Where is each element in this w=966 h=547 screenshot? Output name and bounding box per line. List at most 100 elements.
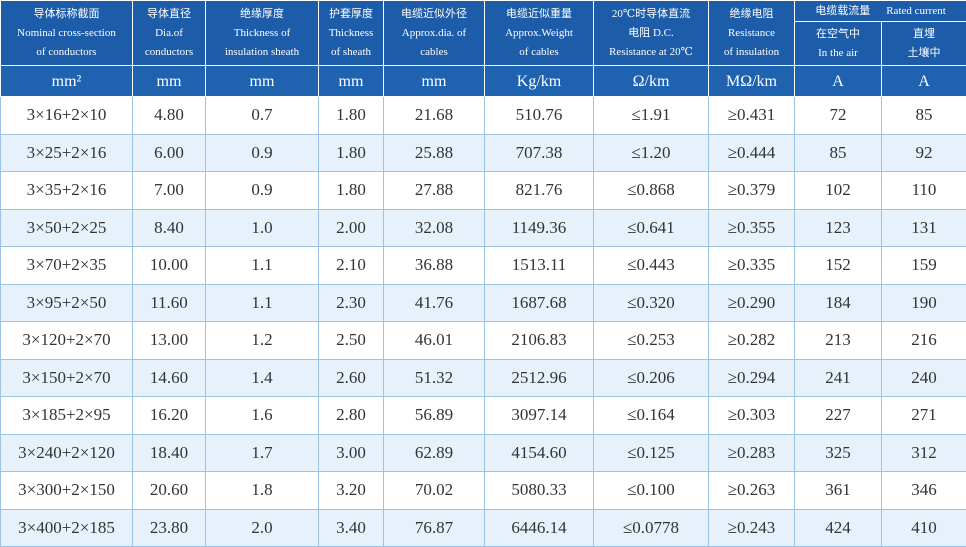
data-cell: 32.08 <box>383 208 485 247</box>
data-cell: 1.80 <box>318 171 384 210</box>
data-cell: 1687.68 <box>484 283 594 322</box>
data-cell: 707.38 <box>484 133 594 172</box>
data-row: 3×400+2×185 23.80 2.0 3.40 76.87 6446.14 ≤0.07… <box>0 508 966 547</box>
data-cell: 62.89 <box>383 433 485 472</box>
data-cell: ≥0.431 <box>708 96 795 135</box>
data-cell: 2.80 <box>318 396 384 435</box>
data-cell: 41.76 <box>383 283 485 322</box>
data-cell: 0.9 <box>205 133 319 172</box>
data-cell: 2.60 <box>318 358 384 397</box>
header-text: 绝缘电阻 <box>729 7 774 20</box>
header-text: of sheath <box>330 45 371 58</box>
data-cell: 361 <box>794 471 882 510</box>
data-cell: 1.8 <box>205 471 319 510</box>
data-cell: ≤0.0778 <box>593 508 709 547</box>
data-cell: 23.80 <box>132 508 206 547</box>
data-cell: ≤0.100 <box>593 471 709 510</box>
data-cell: ≤0.164 <box>593 396 709 435</box>
header-cell: 电缆载流量 Rated current <box>794 0 966 23</box>
data-cell: 2.00 <box>318 208 384 247</box>
data-cell: 510.76 <box>484 96 594 135</box>
data-cell: ≤0.868 <box>593 171 709 210</box>
data-cell: 216 <box>881 321 966 360</box>
data-cell: 13.00 <box>132 321 206 360</box>
data-cell: 1.2 <box>205 321 319 360</box>
data-cell: 10.00 <box>132 246 206 285</box>
unit-cell: mm <box>383 65 485 97</box>
data-cell: 184 <box>794 283 882 322</box>
header-text: 绝缘厚度 <box>240 7 284 20</box>
data-row: 3×35+2×16 7.00 0.9 1.80 27.88 821.76 ≤0.868 ≥0.… <box>0 171 966 210</box>
data-cell: 76.87 <box>383 508 485 547</box>
header-text: Nominal cross-section <box>17 26 116 39</box>
data-cell: 56.89 <box>383 396 485 435</box>
data-cell: 1.80 <box>318 96 384 135</box>
data-cell: 20.60 <box>132 471 206 510</box>
data-cell: 85 <box>881 96 966 135</box>
data-cell: 110 <box>881 171 966 210</box>
data-cell: 2.50 <box>318 321 384 360</box>
data-cell: 1.7 <box>205 433 319 472</box>
header-text: of cables <box>519 45 559 58</box>
data-cell: 25.88 <box>383 133 485 172</box>
unit-row: mm² mm mm mm mm Kg/km Ω/km MΩ/km A A <box>0 65 966 97</box>
data-cell: 3.20 <box>318 471 384 510</box>
data-cell: 271 <box>881 396 966 435</box>
data-cell: 18.40 <box>132 433 206 472</box>
data-cell: 27.88 <box>383 171 485 210</box>
data-row: 3×50+2×25 8.40 1.0 2.00 32.08 1149.36 ≤0.641 ≥0… <box>0 208 966 247</box>
data-row: 3×95+2×50 11.60 1.1 2.30 41.76 1687.68 ≤0.320 ≥… <box>0 283 966 322</box>
data-cell: ≥0.303 <box>708 396 795 435</box>
data-cell: 1.80 <box>318 133 384 172</box>
header-text: 电阻 D.C. <box>628 26 674 39</box>
data-cell: 190 <box>881 283 966 322</box>
data-cell: 3×240+2×120 <box>0 433 133 472</box>
data-cell: 3×35+2×16 <box>0 171 133 210</box>
header-cell: 护套厚度 Thickness of sheath <box>318 0 384 66</box>
data-cell: 3×300+2×150 <box>0 471 133 510</box>
data-cell: 3×400+2×185 <box>0 508 133 547</box>
data-cell: 1.0 <box>205 208 319 247</box>
data-cell: 3×150+2×70 <box>0 358 133 397</box>
header-cell: 在空气中 In the air <box>794 21 882 66</box>
data-cell: 227 <box>794 396 882 435</box>
unit-cell: mm <box>132 65 206 97</box>
data-cell: 7.00 <box>132 171 206 210</box>
data-cell: 346 <box>881 471 966 510</box>
data-cell: 1513.11 <box>484 246 594 285</box>
table-header: 导体标称截面 Nominal cross-section of conductors… <box>0 0 966 97</box>
data-cell: 1.1 <box>205 283 319 322</box>
table-body: 3×16+2×10 4.80 0.7 1.80 21.68 510.76 ≤1.91 ≥0.4… <box>0 96 966 547</box>
unit-cell: mm² <box>0 65 133 97</box>
data-cell: 8.40 <box>132 208 206 247</box>
data-cell: ≥0.282 <box>708 321 795 360</box>
data-row: 3×16+2×10 4.80 0.7 1.80 21.68 510.76 ≤1.91 ≥0.4… <box>0 96 966 135</box>
data-cell: 4.80 <box>132 96 206 135</box>
header-cell: 20℃时导体直流 电阻 D.C. Resistance at 20℃ <box>593 0 709 66</box>
data-cell: 1.4 <box>205 358 319 397</box>
data-cell: 131 <box>881 208 966 247</box>
data-row: 3×185+2×95 16.20 1.6 2.80 56.89 3097.14 ≤0.164… <box>0 396 966 435</box>
data-cell: 410 <box>881 508 966 547</box>
data-cell: ≥0.294 <box>708 358 795 397</box>
header-text: 导体直径 <box>147 7 191 20</box>
data-cell: 72 <box>794 96 882 135</box>
data-cell: 3×16+2×10 <box>0 96 133 135</box>
data-row: 3×70+2×35 10.00 1.1 2.10 36.88 1513.11 ≤0.443 ≥… <box>0 246 966 285</box>
data-cell: ≤1.20 <box>593 133 709 172</box>
data-cell: ≥0.263 <box>708 471 795 510</box>
header-text: 导体标称截面 <box>33 7 100 20</box>
header-cell: 绝缘电阻 Resistance of insulation <box>708 0 795 66</box>
data-cell: 11.60 <box>132 283 206 322</box>
data-cell: ≥0.379 <box>708 171 795 210</box>
data-cell: 123 <box>794 208 882 247</box>
data-cell: 5080.33 <box>484 471 594 510</box>
data-cell: 85 <box>794 133 882 172</box>
header-text: Resistance <box>727 26 776 39</box>
header-text: 20℃时导体直流 <box>611 7 691 20</box>
data-cell: ≥0.243 <box>708 508 795 547</box>
data-cell: 241 <box>794 358 882 397</box>
header-text: of conductors <box>36 45 97 58</box>
data-cell: 92 <box>881 133 966 172</box>
